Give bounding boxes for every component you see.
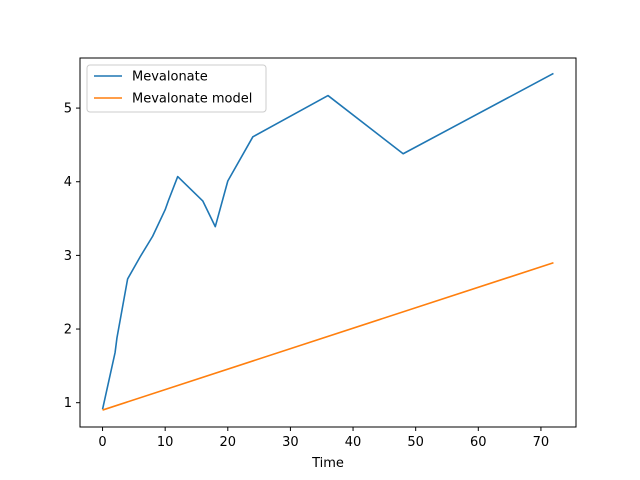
x-tick-label: 50 [407, 435, 424, 450]
x-tick-label: 40 [345, 435, 362, 450]
plot-frame [79, 57, 577, 428]
series-line-mevalonate [101, 72, 554, 410]
x-tick-label: 70 [533, 435, 550, 450]
x-tick-label: 20 [220, 435, 237, 450]
y-tick-label: 2 [64, 323, 72, 338]
y-tick-label: 5 [64, 102, 72, 117]
x-tick-label: 60 [470, 435, 487, 450]
series-layer [101, 72, 554, 411]
y-tick-label: 4 [64, 175, 72, 190]
y-axis-ticks: 1 2 3 4 5 [64, 102, 80, 411]
x-tick-label: 30 [282, 435, 299, 450]
plot-area [80, 58, 576, 427]
series-line-mevalonate-model [102, 261, 554, 411]
legend-entry: Mevalonate [132, 70, 208, 85]
y-tick-label: 3 [64, 249, 72, 264]
x-axis-label: Time [311, 456, 344, 471]
legend-entry: Mevalonate model [132, 92, 252, 107]
legend: Mevalonate Mevalonate model [86, 64, 267, 113]
x-tick-label: 10 [157, 435, 174, 450]
x-axis-ticks: 0 10 20 30 40 50 60 70 [98, 427, 549, 450]
y-tick-label: 1 [64, 396, 72, 411]
legend-box [86, 64, 267, 113]
x-tick-label: 0 [98, 435, 106, 450]
